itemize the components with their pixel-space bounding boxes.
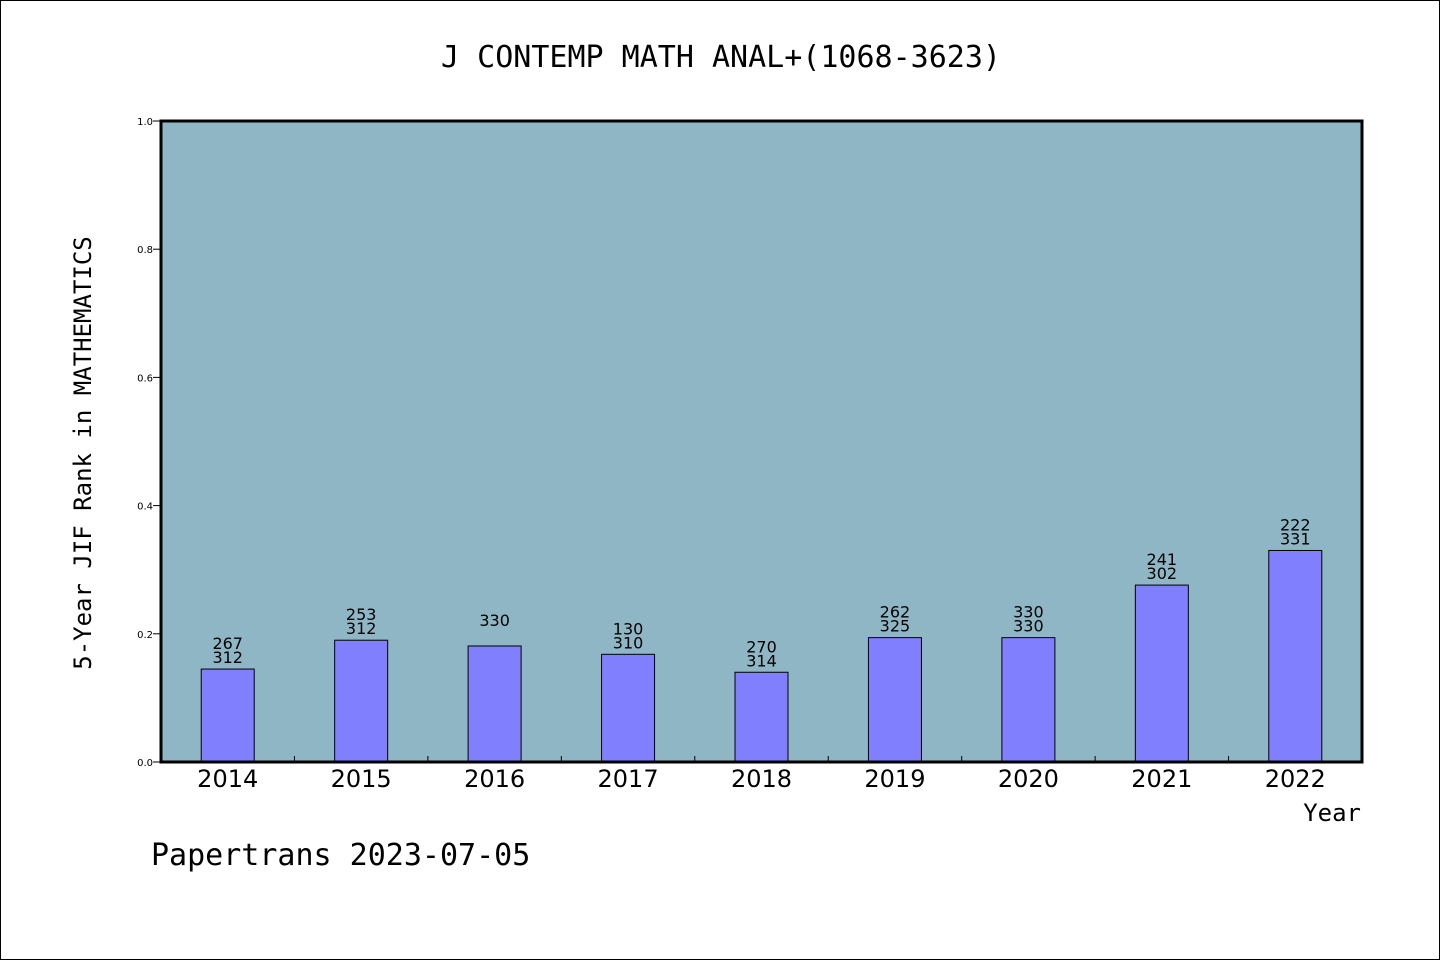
bar-2020 xyxy=(1001,637,1056,763)
x-tick-label: 2014 xyxy=(197,765,258,793)
data-label-top: 267 xyxy=(212,634,243,653)
x-tick-label: 2021 xyxy=(1131,765,1192,793)
data-label-bottom: 302 xyxy=(1147,564,1178,583)
x-tick-label: 2015 xyxy=(331,765,392,793)
bar-2016 xyxy=(467,645,522,763)
x-tick-label: 2017 xyxy=(598,765,659,793)
y-tick-label: 0.0 xyxy=(137,758,153,769)
x-tick-label: 2020 xyxy=(998,765,1059,793)
data-label-bottom: 312 xyxy=(346,619,377,638)
bar-2019 xyxy=(867,637,922,763)
y-tick-label: 1.0 xyxy=(137,117,153,128)
data-label-top: 262 xyxy=(880,603,911,622)
x-tick-label: 2022 xyxy=(1265,765,1326,793)
x-tick-label: 2016 xyxy=(464,765,525,793)
x-axis-label: Year xyxy=(1303,799,1361,827)
bar-2018 xyxy=(734,671,789,763)
data-label-top: 253 xyxy=(346,605,377,624)
data-label-top: 222 xyxy=(1280,515,1311,534)
bar-2017 xyxy=(601,653,656,763)
bar-2021 xyxy=(1134,584,1189,763)
data-label-bottom: 310 xyxy=(613,633,644,652)
data-label-bottom: 330 xyxy=(1013,617,1044,636)
data-label-top: 270 xyxy=(746,637,777,656)
data-label-bottom: 330 xyxy=(479,611,510,630)
bar-2015 xyxy=(334,639,389,763)
y-tick-label: 0.4 xyxy=(137,502,153,513)
bar-2014 xyxy=(200,668,255,763)
data-label-bottom: 312 xyxy=(212,648,243,667)
x-axis: 2014 2015 2016 2017 2018 2019 2020 2021 2022 xyxy=(197,756,1326,793)
data-label-top: 130 xyxy=(613,619,644,638)
y-axis: 0.0 0.2 0.4 0.6 0.8 1.0 xyxy=(137,117,161,769)
y-tick-label: 0.8 xyxy=(137,245,153,256)
data-label-bottom: 325 xyxy=(880,617,911,636)
footer-text: Papertrans 2023-07-05 xyxy=(151,838,530,873)
data-label-top: 330 xyxy=(1013,603,1044,622)
y-tick-label: 0.2 xyxy=(137,630,153,641)
bar-2022 xyxy=(1268,549,1323,763)
bars-group xyxy=(200,549,1323,763)
y-axis-label: 5-Year JIF Rank in MATHEMATICS xyxy=(69,236,97,669)
y-tick-label: 0.6 xyxy=(137,373,153,384)
data-label-bottom: 314 xyxy=(746,651,777,670)
plot-border xyxy=(159,119,1364,764)
data-label-bottom: 331 xyxy=(1280,529,1311,548)
data-label-top: 241 xyxy=(1147,550,1178,569)
x-tick-label: 2019 xyxy=(864,765,925,793)
x-tick-label: 2018 xyxy=(731,765,792,793)
chart-title: J CONTEMP MATH ANAL+(1068-3623) xyxy=(441,40,1001,75)
